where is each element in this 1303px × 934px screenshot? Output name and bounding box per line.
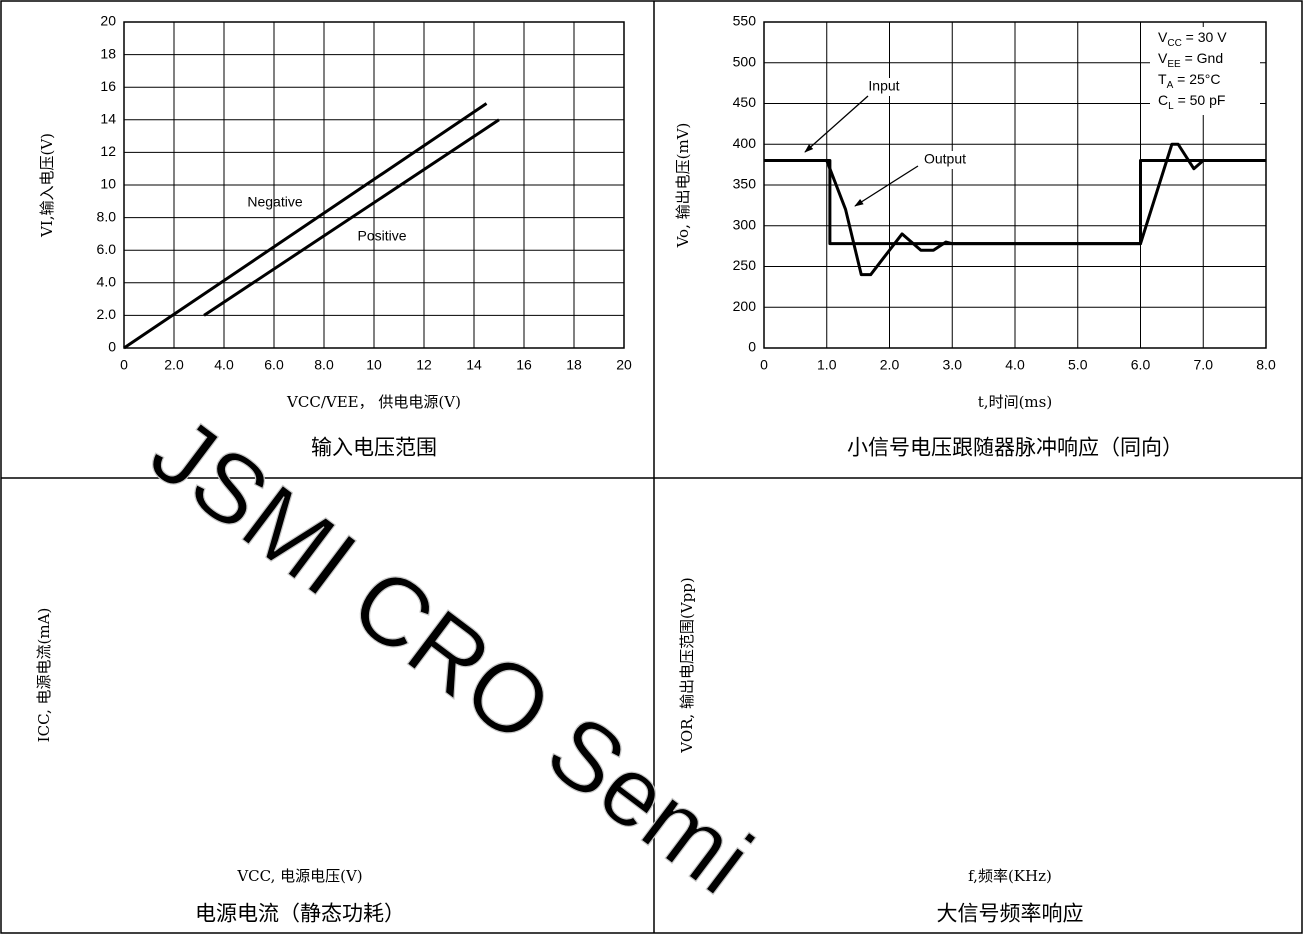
annotation-arrow — [854, 165, 919, 207]
condition-text: VCC = 30 V — [1158, 29, 1227, 49]
x-tick-label: 14 — [466, 357, 482, 373]
chart-title: 小信号电压跟随器脉冲响应（同向） — [847, 436, 1183, 460]
condition-subscript: CC — [1167, 38, 1181, 49]
y-axis-label: VOR, 输出电压范围(Vpp) — [678, 577, 696, 753]
chart-title: 大信号频率响应 — [937, 902, 1084, 926]
y-tick-label: 2.0 — [97, 306, 117, 322]
y-axis-label: VI,输入电压(V) — [38, 133, 56, 238]
x-tick-label: 12 — [416, 357, 432, 373]
y-tick-label: 12 — [100, 143, 116, 159]
x-tick-label: 16 — [516, 357, 532, 373]
x-tick-label: 18 — [566, 357, 582, 373]
x-tick-label: 4.0 — [1005, 357, 1025, 373]
y-axis-label: Vo, 输出电压(mV) — [674, 123, 692, 249]
y-tick-label: 14 — [100, 111, 116, 127]
annotation: Input — [868, 78, 899, 94]
condition-value: = 50 pF — [1174, 92, 1226, 108]
x-tick-label: 2.0 — [164, 357, 184, 373]
x-tick-label: 6.0 — [264, 357, 284, 373]
condition-symbol: T — [1158, 71, 1167, 87]
x-tick-label: 8.0 — [314, 357, 334, 373]
x-tick-label: 0 — [120, 357, 128, 373]
y-tick-label: 450 — [733, 94, 757, 110]
x-tick-label: 8.0 — [1256, 357, 1276, 373]
y-tick-label: 18 — [100, 45, 116, 61]
data-line — [203, 118, 500, 317]
condition-symbol: C — [1158, 92, 1168, 108]
condition-symbol: V — [1158, 50, 1168, 66]
annotation-arrow — [804, 95, 869, 153]
watermark: JSMI CRO Semi — [132, 395, 772, 915]
x-tick-label: 0 — [760, 357, 768, 373]
chart-title: 输入电压范围 — [311, 436, 437, 460]
data-line — [123, 102, 488, 350]
x-tick-label: 6.0 — [1131, 357, 1151, 373]
x-tick-label: 10 — [366, 357, 382, 373]
y-tick-label: 10 — [100, 176, 116, 192]
y-tick-label: 4.0 — [97, 274, 117, 290]
y-tick-label: 6.0 — [97, 241, 117, 257]
condition-value: = 25°C — [1173, 71, 1220, 87]
x-tick-label: 3.0 — [943, 357, 963, 373]
condition-value: = 30 V — [1182, 29, 1227, 45]
condition-text: CL = 50 pF — [1158, 92, 1225, 112]
x-tick-label: 5.0 — [1068, 357, 1088, 373]
x-tick-label: 1.0 — [817, 357, 837, 373]
annotation: Output — [924, 151, 966, 167]
y-tick-label: 500 — [733, 53, 757, 69]
x-tick-label: 7.0 — [1194, 357, 1214, 373]
condition-subscript: L — [1168, 101, 1174, 112]
y-tick-label: 8.0 — [97, 208, 117, 224]
condition-subscript: A — [1167, 80, 1174, 91]
x-axis-label: VCC/VEE， 供电电源(V) — [286, 393, 461, 411]
series-label: Positive — [357, 228, 406, 244]
data-line — [764, 142, 1223, 277]
x-tick-label: 2.0 — [880, 357, 900, 373]
condition-text: TA = 25°C — [1158, 71, 1220, 91]
y-tick-label: 0 — [108, 339, 116, 355]
condition-symbol: V — [1158, 29, 1168, 45]
plot-frame — [123, 21, 625, 349]
y-tick-label: 400 — [733, 135, 757, 151]
y-tick-label: 300 — [733, 216, 757, 232]
plot-frame — [763, 21, 1267, 349]
y-tick-label: 16 — [100, 78, 116, 94]
y-tick-label: 0 — [748, 339, 756, 355]
condition-subscript: EE — [1167, 59, 1181, 70]
y-tick-label: 250 — [733, 257, 757, 273]
conditions-box — [1150, 27, 1260, 115]
y-tick-label: 350 — [733, 176, 757, 192]
x-axis-label: t,时间(ms) — [978, 393, 1052, 411]
chart-title: 电源电流（静态功耗） — [195, 902, 405, 926]
y-tick-label: 200 — [733, 298, 757, 314]
annotation-bg — [860, 78, 908, 96]
annotation-bg — [921, 151, 969, 169]
condition-value: = Gnd — [1181, 50, 1223, 66]
x-tick-label: 20 — [616, 357, 632, 373]
series-label: Negative — [247, 194, 302, 210]
y-axis-label: ICC, 电源电流(mA) — [35, 608, 53, 743]
x-tick-label: 4.0 — [214, 357, 234, 373]
y-tick-label: 550 — [733, 13, 757, 29]
condition-text: VEE = Gnd — [1158, 50, 1223, 70]
x-axis-label: f,频率(KHz) — [968, 867, 1052, 885]
x-axis-label: VCC, 电源电压(V) — [236, 867, 362, 885]
y-tick-label: 20 — [100, 13, 116, 29]
